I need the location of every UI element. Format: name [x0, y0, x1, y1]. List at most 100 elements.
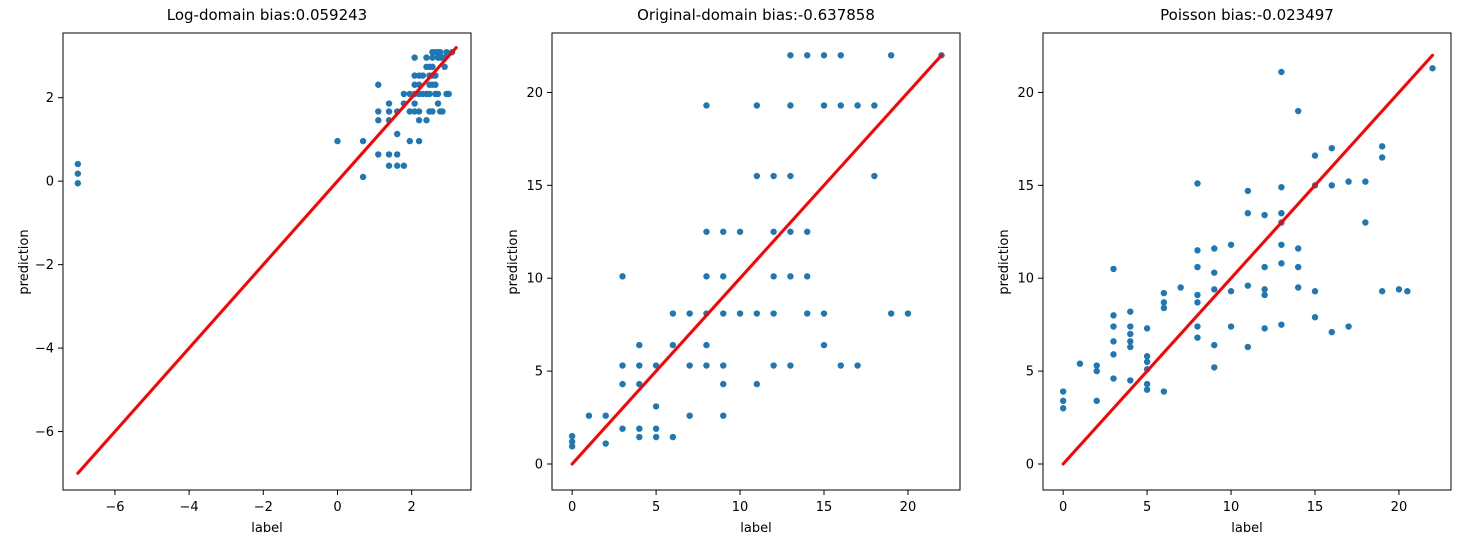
data-point	[1261, 286, 1268, 293]
data-point	[411, 72, 418, 79]
data-point	[887, 52, 895, 59]
data-point	[393, 162, 401, 169]
data-point	[429, 54, 436, 61]
data-point	[720, 362, 727, 369]
data-point	[568, 432, 576, 440]
data-point	[787, 172, 794, 180]
y-tick-label: 20	[526, 86, 543, 101]
data-point	[636, 362, 643, 369]
data-point	[1227, 241, 1235, 248]
data-point	[1362, 219, 1369, 226]
y-tick-label: 15	[526, 179, 543, 194]
data-point	[1278, 241, 1285, 248]
data-point	[1211, 245, 1218, 252]
plot-area: 0 5 10 15 20 0 5 10 15 20	[1017, 32, 1452, 515]
data-point	[585, 412, 593, 419]
data-point	[1194, 334, 1201, 341]
chart-title: Poisson bias:-0.023497	[1160, 6, 1334, 24]
data-point	[904, 310, 912, 317]
data-point	[652, 433, 660, 441]
plot-frame	[1042, 32, 1452, 491]
data-point	[1261, 291, 1268, 299]
y-tick-label: 0	[46, 175, 54, 190]
data-point	[804, 52, 811, 59]
identity-line	[1061, 53, 1435, 466]
data-point	[1059, 405, 1067, 412]
y-tick-label: −6	[35, 425, 54, 440]
data-point	[619, 273, 626, 280]
data-point	[686, 412, 693, 419]
x-tick-label: 15	[1307, 500, 1324, 515]
data-point	[636, 433, 643, 441]
log-domain-panel: Log-domain bias:0.059243 prediction −6 −4…	[13, 0, 481, 547]
data-point	[1211, 286, 1218, 293]
x-tick-label: 5	[652, 500, 660, 515]
data-point	[804, 310, 811, 317]
data-point	[1160, 299, 1168, 306]
data-point	[652, 425, 660, 432]
data-point	[804, 228, 811, 235]
y-tick-label: −4	[35, 342, 54, 357]
y-tick-label: 2	[46, 91, 54, 106]
data-point	[770, 362, 777, 369]
data-point	[1295, 107, 1302, 115]
data-point	[837, 102, 844, 109]
data-point	[359, 137, 367, 145]
data-point	[423, 54, 430, 61]
data-point	[636, 341, 643, 349]
data-point	[375, 117, 382, 124]
data-point	[1127, 377, 1134, 384]
data-point	[669, 310, 677, 317]
data-point	[1093, 397, 1100, 405]
data-point	[406, 108, 413, 115]
data-point	[636, 425, 643, 432]
data-point	[568, 443, 576, 450]
plot-area: −6 −4 −2 0 2 2 0 −2 −4 −6	[35, 32, 472, 515]
data-point	[1278, 183, 1285, 191]
data-point	[686, 362, 693, 369]
y-tick-label: 10	[1017, 272, 1034, 287]
data-point	[1311, 288, 1319, 295]
data-point	[854, 362, 861, 369]
data-point	[385, 151, 393, 158]
data-point	[820, 102, 828, 109]
data-point	[415, 117, 423, 124]
data-point	[1093, 367, 1100, 375]
data-point	[1160, 388, 1168, 395]
data-point	[1093, 362, 1100, 369]
data-point	[415, 108, 423, 115]
data-point	[443, 48, 450, 56]
data-point	[1311, 314, 1319, 321]
data-point	[411, 81, 418, 88]
x-axis-label: label	[1231, 521, 1263, 536]
data-point	[1295, 263, 1302, 271]
data-point	[568, 438, 576, 445]
data-point	[1143, 380, 1151, 388]
data-point	[1059, 388, 1067, 395]
data-point	[1160, 304, 1168, 312]
data-point	[434, 90, 442, 98]
data-point	[1194, 263, 1201, 271]
x-tick-label: 0	[333, 500, 341, 515]
data-point	[720, 228, 727, 235]
data-point	[1278, 260, 1285, 267]
x-axis-label: label	[251, 521, 283, 536]
data-point	[820, 310, 828, 317]
data-point	[652, 403, 660, 410]
x-tick-label: 0	[1059, 500, 1067, 515]
x-tick-label: 15	[816, 500, 833, 515]
data-point	[753, 380, 761, 388]
data-point	[820, 52, 828, 59]
data-point	[1295, 284, 1302, 291]
data-point	[393, 151, 401, 158]
data-point	[400, 90, 408, 98]
data-point	[1211, 364, 1218, 371]
data-point	[787, 228, 794, 235]
chart-title: Original-domain bias:-0.637858	[637, 6, 875, 24]
data-point	[429, 108, 436, 115]
data-point	[1127, 330, 1134, 338]
data-point	[1211, 341, 1218, 349]
data-point	[411, 100, 418, 107]
identity-line	[76, 46, 458, 475]
data-point	[1059, 397, 1067, 405]
